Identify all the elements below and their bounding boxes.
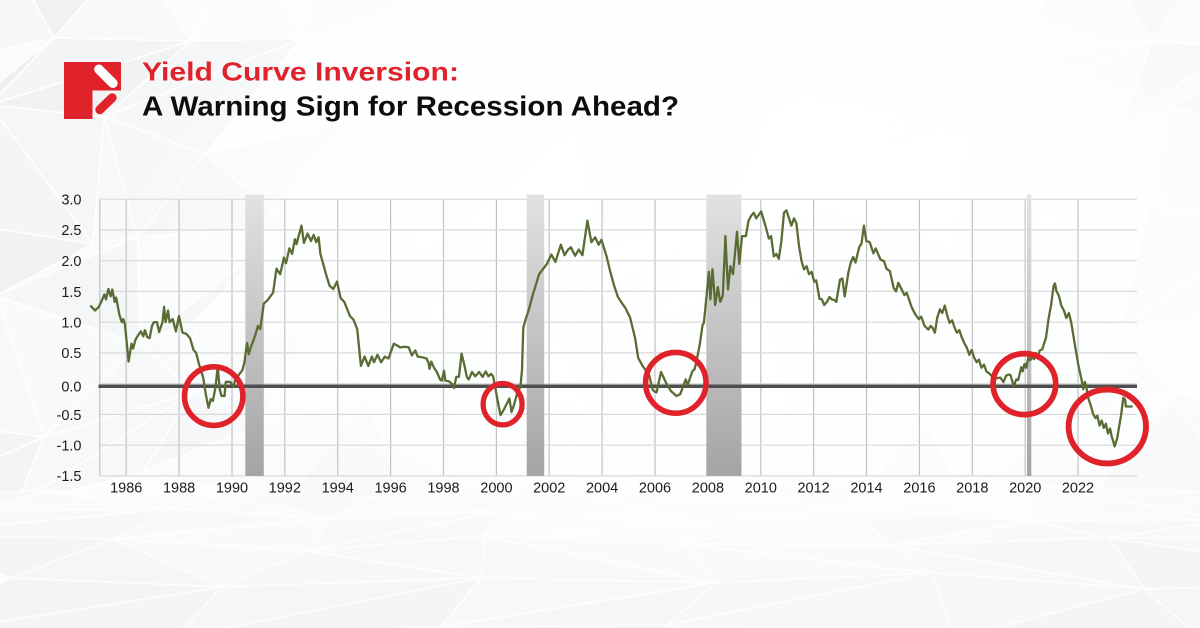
svg-text:2008: 2008 bbox=[692, 481, 724, 497]
svg-text:A Warning Sign for Recession A: A Warning Sign for Recession Ahead? bbox=[142, 91, 679, 122]
svg-text:2010: 2010 bbox=[745, 481, 777, 497]
svg-text:3.0: 3.0 bbox=[61, 193, 81, 209]
svg-text:1990: 1990 bbox=[216, 481, 248, 497]
svg-text:1986: 1986 bbox=[110, 481, 142, 497]
svg-text:-1.0: -1.0 bbox=[57, 439, 82, 455]
svg-text:2014: 2014 bbox=[850, 481, 882, 497]
svg-text:2002: 2002 bbox=[533, 481, 565, 497]
svg-text:1998: 1998 bbox=[427, 481, 459, 497]
svg-text:1988: 1988 bbox=[163, 481, 195, 497]
svg-text:1.0: 1.0 bbox=[61, 316, 81, 332]
svg-text:0.0: 0.0 bbox=[61, 380, 81, 396]
svg-text:1994: 1994 bbox=[322, 481, 354, 497]
svg-text:1996: 1996 bbox=[374, 481, 406, 497]
svg-text:2012: 2012 bbox=[797, 481, 829, 497]
svg-text:2006: 2006 bbox=[639, 481, 671, 497]
svg-text:-0.5: -0.5 bbox=[57, 408, 82, 424]
svg-text:1.5: 1.5 bbox=[61, 285, 81, 301]
svg-text:Yield Curve Inversion:: Yield Curve Inversion: bbox=[142, 57, 459, 87]
svg-text:2018: 2018 bbox=[956, 481, 988, 497]
svg-text:1992: 1992 bbox=[269, 481, 301, 497]
svg-text:2016: 2016 bbox=[903, 481, 935, 497]
svg-text:2000: 2000 bbox=[480, 481, 512, 497]
svg-text:2.0: 2.0 bbox=[61, 254, 81, 270]
svg-text:0.5: 0.5 bbox=[61, 346, 81, 362]
svg-text:2.5: 2.5 bbox=[61, 223, 81, 239]
svg-text:2020: 2020 bbox=[1009, 481, 1041, 497]
svg-text:-1.5: -1.5 bbox=[57, 469, 82, 485]
svg-text:2022: 2022 bbox=[1062, 481, 1094, 497]
svg-text:2004: 2004 bbox=[586, 481, 618, 497]
